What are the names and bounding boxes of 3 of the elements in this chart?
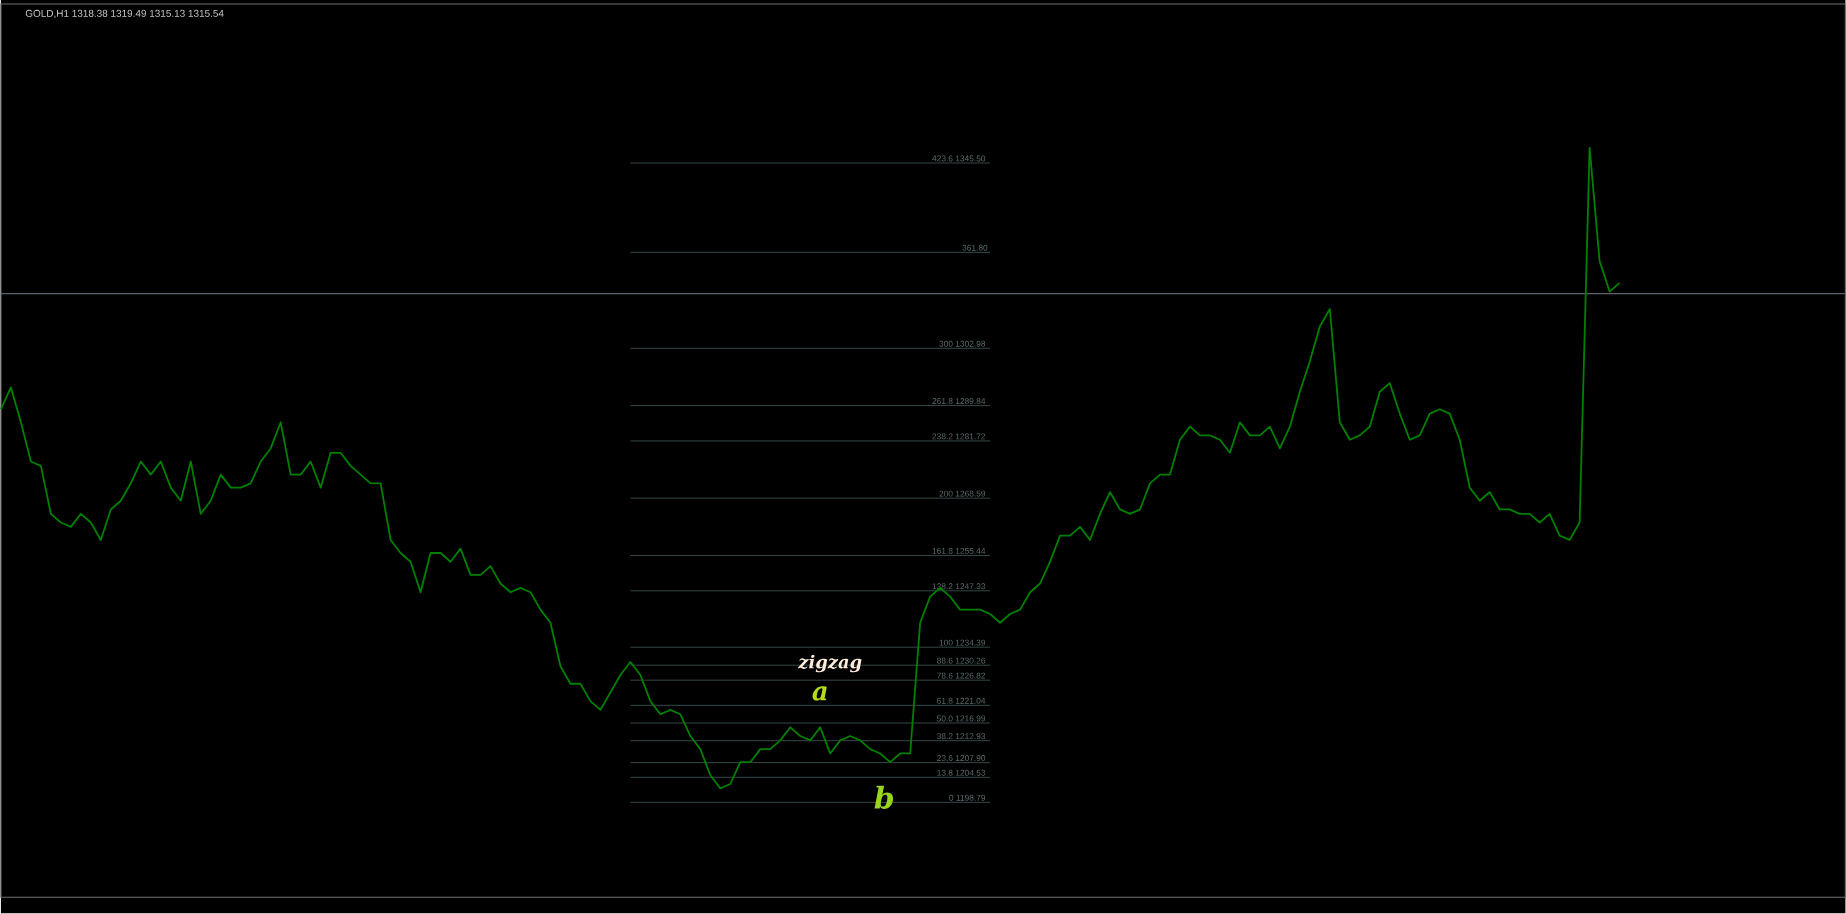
annotation: zigzag <box>798 655 862 673</box>
annotation: b <box>874 786 894 810</box>
annotation: a <box>812 686 827 701</box>
